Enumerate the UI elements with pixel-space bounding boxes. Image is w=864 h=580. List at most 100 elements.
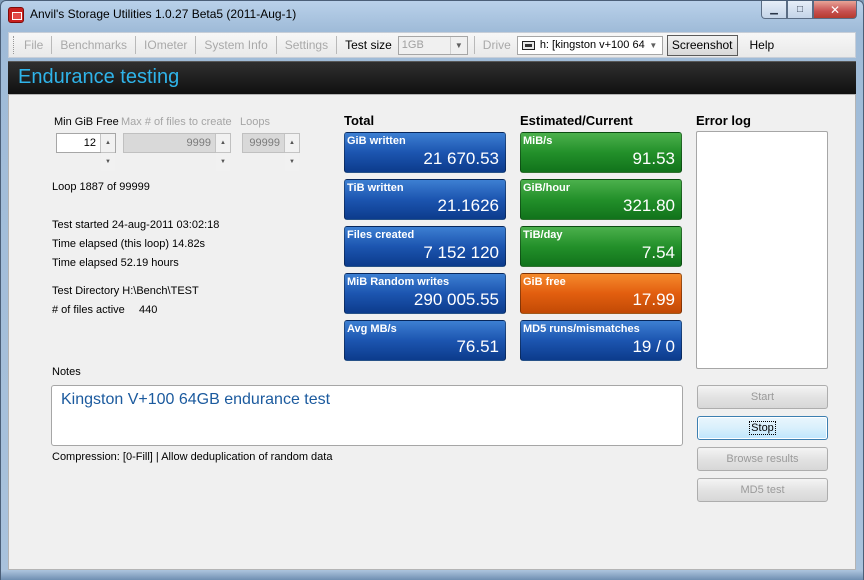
drive-value: h: [kingston v+100 64 [539,38,645,51]
menu-separator [51,36,53,54]
stepper-down-icon[interactable]: ▼ [216,152,230,171]
tile-gib-free: GiB free 17.99 [520,273,682,314]
min-gib-free-value: 12 [83,137,96,149]
tile-gib-written: GiB written 21 670.53 [344,132,506,173]
chevron-down-icon[interactable]: ▼ [644,36,662,54]
maximize-button[interactable]: □ [787,1,813,19]
totals-heading: Total [344,113,375,128]
tile-avg-mb-s: Avg MB/s 76.51 [344,320,506,361]
title-bar[interactable]: Anvil's Storage Utilities 1.0.27 Beta5 (… [1,1,863,29]
tile-label: Files created [347,229,415,241]
drive-icon [521,40,535,50]
estimates-heading: Estimated/Current [520,113,633,128]
browse-results-button[interactable]: Browse results [697,447,828,471]
stop-button-label: Stop [749,421,776,435]
menu-separator [336,36,338,54]
test-size-label: Test size [345,38,392,52]
max-files-value: 9999 [186,137,211,149]
stop-button[interactable]: Stop [697,416,828,440]
loops-stepper[interactable]: 99999 ▲ ▼ [242,133,300,171]
time-elapsed-loop: Time elapsed (this loop) 14.82s [52,238,206,250]
window-title: Anvil's Storage Utilities 1.0.27 Beta5 (… [30,7,297,21]
tile-files-created: Files created 7 152 120 [344,226,506,267]
tile-md5-runs-mismatches: MD5 runs/mismatches 19 / 0 [520,320,682,361]
tile-gib-hour: GiB/hour 321.80 [520,179,682,220]
tile-value: 76.51 [456,337,499,356]
tile-label: MD5 runs/mismatches [523,323,640,335]
error-log-heading: Error log [696,113,751,128]
menu-benchmarks[interactable]: Benchmarks [60,38,128,52]
chevron-down-icon[interactable]: ▼ [449,36,467,54]
caption-buttons: ▁ □ ✕ [761,1,857,19]
start-button[interactable]: Start [697,385,828,409]
menu-settings[interactable]: Settings [284,38,329,52]
tile-label: GiB free [523,276,566,288]
endurance-panel: Min GiB Free 12 ▲ ▼ Max # of files to cr… [8,94,856,570]
tile-value: 290 005.55 [413,290,499,309]
menu-iometer[interactable]: IOmeter [144,38,188,52]
menu-separator [275,36,277,54]
toolbar-grip[interactable] [13,36,16,54]
screenshot-button[interactable]: Screenshot [666,34,738,56]
test-size-select[interactable]: 1GB ▼ [397,35,468,55]
stepper-down-icon[interactable]: ▼ [285,152,299,171]
notes-field[interactable]: Kingston V+100 64GB endurance test [51,385,683,446]
stepper-arrows[interactable]: ▲ ▼ [100,134,115,171]
tile-tib-written: TiB written 21.1626 [344,179,506,220]
notes-text: Kingston V+100 64GB endurance test [61,391,331,408]
loops-value: 99999 [249,137,280,149]
tile-value: 17.99 [632,290,675,309]
tile-label: Avg MB/s [347,323,397,335]
md5-test-button[interactable]: MD5 test [697,478,828,502]
tile-value: 7 152 120 [423,243,499,262]
files-active-value: 440 [139,304,158,316]
stepper-up-icon[interactable]: ▲ [101,134,115,152]
tile-tib-day: TiB/day 7.54 [520,226,682,267]
loops-label: Loops [240,116,270,128]
menu-separator [195,36,197,54]
tile-label: TiB written [347,182,404,194]
minimize-button[interactable]: ▁ [761,1,787,19]
tile-value: 21.1626 [437,196,499,215]
anvil-app-icon[interactable] [8,7,24,23]
window-bottom-edge [1,571,863,580]
page-title: Endurance testing [18,66,180,88]
max-files-stepper[interactable]: 9999 ▲ ▼ [123,133,231,171]
section-header: Endurance testing [8,61,856,94]
notes-label: Notes [52,366,81,378]
menu-system-info[interactable]: System Info [204,38,268,52]
tile-label: GiB written [347,135,406,147]
tile-value: 7.54 [641,243,675,262]
tile-value: 21 670.53 [423,149,499,168]
stepper-up-icon[interactable]: ▲ [216,134,230,152]
tile-label: GiB/hour [523,182,571,194]
min-gib-free-stepper[interactable]: 12 ▲ ▼ [56,133,116,171]
tile-value: 19 / 0 [632,337,675,356]
stepper-arrows[interactable]: ▲ ▼ [284,134,299,171]
min-gib-free-label: Min GiB Free [54,116,119,128]
menu-bar: File Benchmarks IOmeter System Info Sett… [8,32,856,58]
error-log-box[interactable] [696,131,828,369]
max-files-label: Max # of files to create [121,116,232,128]
compression-info: Compression: [0-Fill] | Allow deduplicat… [52,451,333,463]
stepper-down-icon[interactable]: ▼ [101,152,115,171]
close-button[interactable]: ✕ [813,1,857,19]
stepper-arrows[interactable]: ▲ ▼ [215,134,230,171]
test-size-value: 1GB [401,38,424,51]
tile-value: 91.53 [632,149,675,168]
tile-label: MiB Random writes [347,276,450,288]
stepper-up-icon[interactable]: ▲ [285,134,299,152]
tile-value: 321.80 [623,196,675,215]
menu-file[interactable]: File [24,38,44,52]
drive-label: Drive [482,38,511,52]
files-active-label: # of files active [52,304,125,316]
tile-label: MiB/s [523,135,553,147]
menu-help[interactable]: Help [749,38,775,52]
test-started: Test started 24-aug-2011 03:02:18 [52,219,220,231]
test-directory: Test Directory H:\Bench\TEST [52,285,199,297]
time-elapsed: Time elapsed 52.19 hours [52,257,179,269]
tile-label: TiB/day [523,229,563,241]
drive-select[interactable]: h: [kingston v+100 64 ▼ [516,35,663,55]
menu-separator [135,36,137,54]
